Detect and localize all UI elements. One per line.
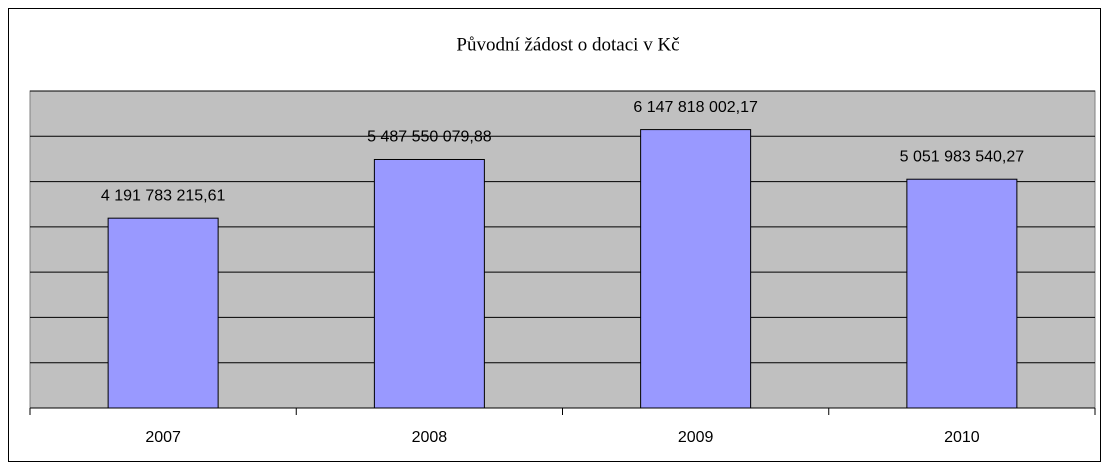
data-label: 4 191 783 215,61	[101, 187, 226, 204]
bar	[640, 129, 752, 409]
bar	[107, 217, 219, 409]
x-tick-label: 2009	[678, 429, 714, 446]
x-tick-label: 2008	[412, 429, 448, 446]
data-label: 5 487 550 079,88	[367, 129, 492, 146]
data-label: 6 147 818 002,17	[633, 99, 758, 116]
bar	[906, 178, 1018, 409]
x-tick-label: 2010	[944, 429, 980, 446]
bar	[373, 158, 485, 409]
chart-title: Původní žádost o dotaci v Kč	[456, 34, 679, 55]
x-tick-label: 2007	[145, 429, 181, 446]
data-label: 5 051 983 540,27	[900, 148, 1025, 165]
